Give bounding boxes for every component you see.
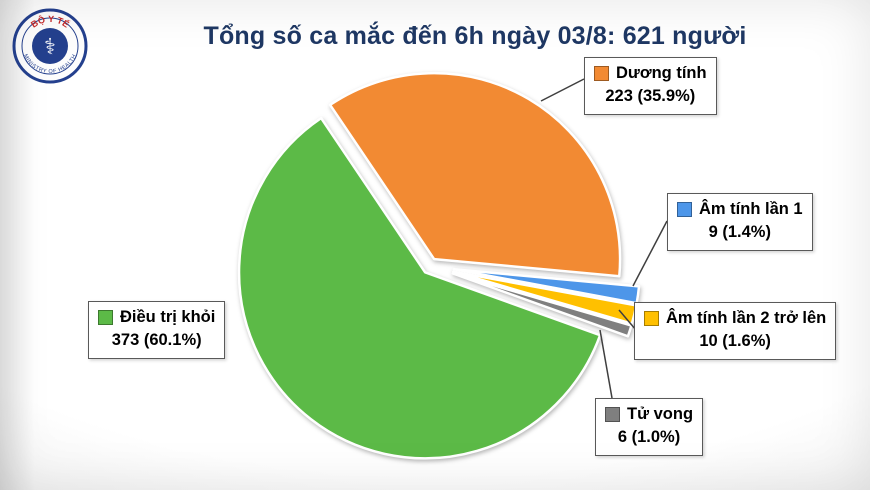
callout-am-tinh-lan-1: Âm tính lần 1 9 (1.4%): [667, 193, 813, 251]
legend-key-duong-tinh: [594, 66, 609, 82]
leader-line-am-tinh-lan-1: [632, 220, 668, 287]
leader-line-tu-vong: [599, 329, 613, 399]
leader-line-duong-tinh: [540, 78, 585, 102]
callout-value: 10 (1.6%): [699, 332, 771, 351]
callout-value: 223 (35.9%): [605, 87, 696, 106]
pie-slices-group: [237, 71, 641, 460]
pie-slice-duong-tinh: [328, 71, 622, 278]
callout-dieu-tri-khoi: Điều trị khỏi 373 (60.1%): [88, 301, 226, 359]
callout-label: Dương tính: [616, 64, 707, 82]
legend-key-am-tinh-lan-1: [677, 202, 692, 218]
pie-slice-dieu-tri-khoi: [237, 116, 602, 460]
callout-value: 6 (1.0%): [617, 428, 681, 447]
legend-key-am-tinh-lan-2: [644, 311, 659, 327]
callout-label: Âm tính lần 2 trở lên: [666, 309, 827, 327]
callout-tu-vong: Tử vong 6 (1.0%): [595, 398, 704, 456]
caduceus-icon: ⚕: [44, 34, 56, 59]
callout-value: 373 (60.1%): [111, 331, 202, 350]
ministry-of-health-logo: BỘ Y TẾ MINISTRY OF HEALTH ⚕: [12, 8, 88, 84]
logo-inner-ring: [21, 17, 79, 75]
callout-label: Điều trị khỏi: [120, 308, 216, 326]
callout-duong-tinh: Dương tính 223 (35.9%): [584, 57, 717, 115]
callout-label: Âm tính lần 1: [699, 200, 803, 218]
leader-line-am-tinh-lan-2: [618, 309, 637, 331]
legend-key-tu-vong: [605, 407, 620, 423]
logo-center-disc: [32, 28, 68, 64]
chart-title: Tổng số ca mắc đến 6h ngày 03/8: 621 ngư…: [203, 22, 747, 50]
callout-value: 9 (1.4%): [708, 223, 771, 242]
logo-org-text: BỘ Y TẾ: [29, 14, 71, 30]
legend-key-dieu-tri-khoi: [98, 310, 113, 326]
callout-am-tinh-lan-2: Âm tính lần 2 trở lên 10 (1.6%): [634, 302, 837, 360]
callout-label: Tử vong: [627, 405, 694, 423]
